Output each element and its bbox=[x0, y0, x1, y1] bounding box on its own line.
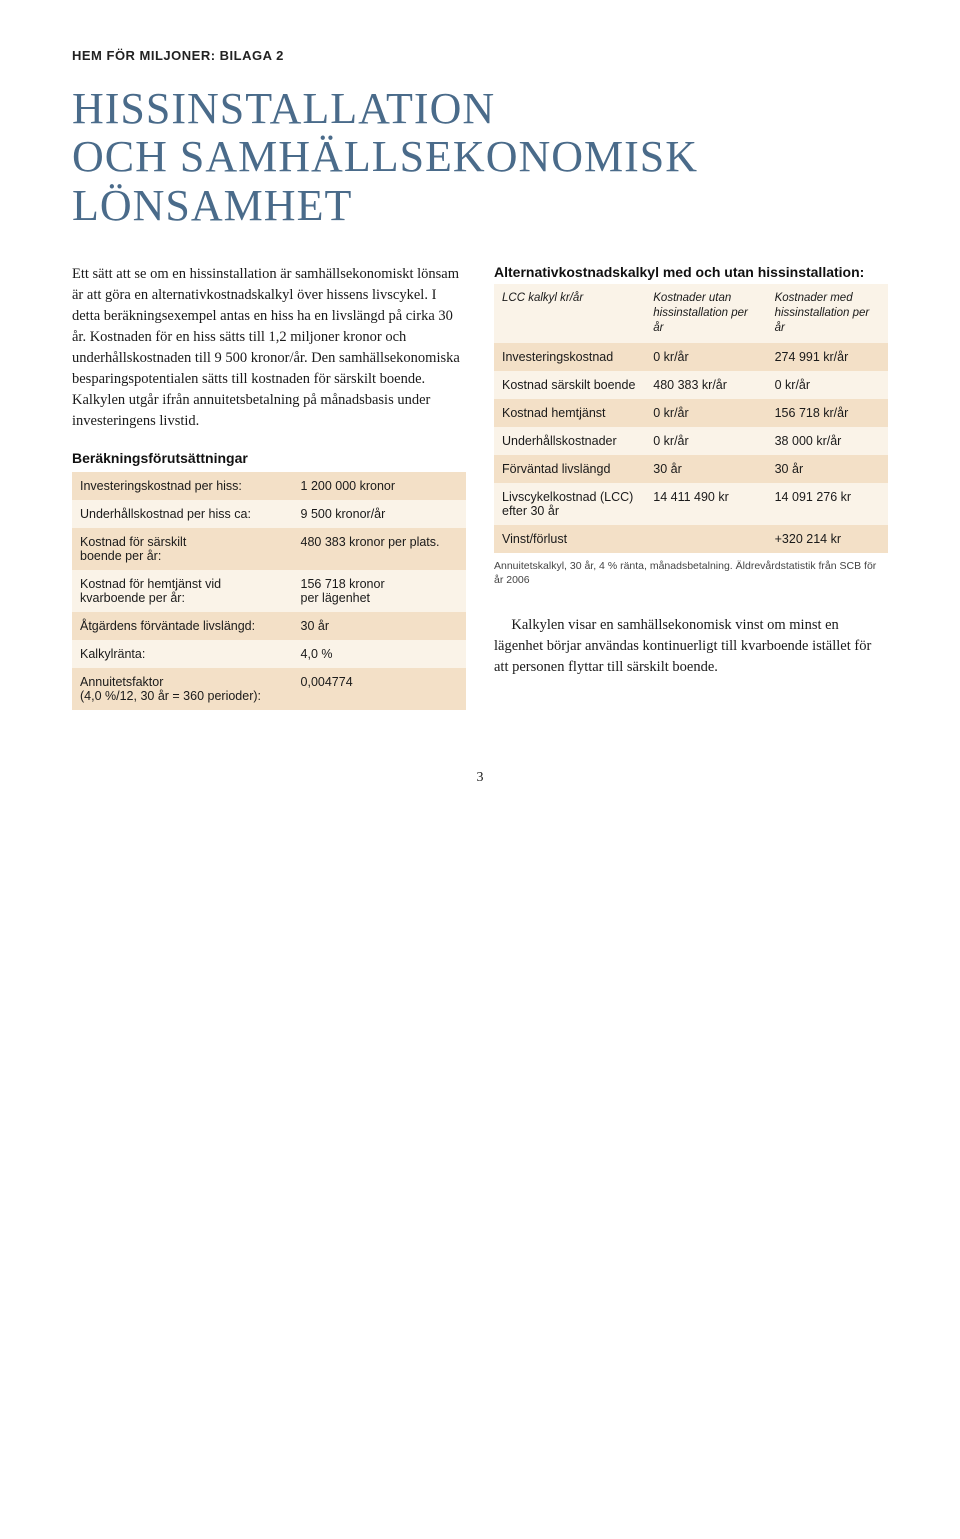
lcc-val-with: 14 091 276 kr bbox=[767, 483, 888, 525]
lcc-header-c3: Kostnader med hissinstallation per år bbox=[767, 284, 888, 343]
assumption-value: 156 718 kronorper lägenhet bbox=[293, 570, 466, 612]
table-row: Kostnad särskilt boende 480 383 kr/år 0 … bbox=[494, 371, 888, 399]
lcc-label: Förväntad livslängd bbox=[494, 455, 645, 483]
lcc-val-without: 480 383 kr/år bbox=[645, 371, 766, 399]
table-row: Investeringskostnad per hiss: 1 200 000 … bbox=[72, 472, 466, 500]
lcc-val-with: 274 991 kr/år bbox=[767, 343, 888, 371]
lcc-header-row: LCC kalkyl kr/år Kostnader utan hissinst… bbox=[494, 284, 888, 343]
table-row: Förväntad livslängd 30 år 30 år bbox=[494, 455, 888, 483]
closing-paragraph: Kalkylen visar en samhällsekonomisk vins… bbox=[494, 615, 888, 678]
lcc-val-without: 30 år bbox=[645, 455, 766, 483]
table-row: Kalkylränta: 4,0 % bbox=[72, 640, 466, 668]
lcc-result-empty bbox=[645, 525, 766, 553]
assumption-label: Annuitetsfaktor(4,0 %/12, 30 år = 360 pe… bbox=[72, 668, 293, 710]
table-row: Investeringskostnad 0 kr/år 274 991 kr/å… bbox=[494, 343, 888, 371]
lcc-label: Livscykelkostnad (LCC) efter 30 år bbox=[494, 483, 645, 525]
assumptions-title: Beräkningsförutsättningar bbox=[72, 450, 466, 466]
assumption-label: Investeringskostnad per hiss: bbox=[72, 472, 293, 500]
assumption-label: Kalkylränta: bbox=[72, 640, 293, 668]
lcc-val-without: 0 kr/år bbox=[645, 427, 766, 455]
document-header-label: HEM FÖR MILJONER: BILAGA 2 bbox=[72, 48, 888, 63]
assumptions-table-body: Investeringskostnad per hiss: 1 200 000 … bbox=[72, 472, 466, 710]
lcc-val-without: 14 411 490 kr bbox=[645, 483, 766, 525]
lcc-val-with: 30 år bbox=[767, 455, 888, 483]
assumption-label: Kostnad för särskiltboende per år: bbox=[72, 528, 293, 570]
assumptions-table: Beräkningsförutsättningar Investeringsko… bbox=[72, 450, 466, 710]
page-number: 3 bbox=[72, 770, 888, 786]
lcc-label: Investeringskostnad bbox=[494, 343, 645, 371]
lcc-result-value: +320 214 kr bbox=[767, 525, 888, 553]
left-column: Ett sätt att se om en hissinstallation ä… bbox=[72, 264, 466, 710]
title-line-1: HISSINSTALLATION bbox=[72, 84, 495, 133]
table-row: Kostnad för hemtjänst vidkvarboende per … bbox=[72, 570, 466, 612]
title-line-3: LÖNSAMHET bbox=[72, 181, 352, 230]
assumption-label: Åtgärdens förväntade livslängd: bbox=[72, 612, 293, 640]
lcc-val-without: 0 kr/år bbox=[645, 343, 766, 371]
table-row: Åtgärdens förväntade livslängd: 30 år bbox=[72, 612, 466, 640]
assumption-value: 4,0 % bbox=[293, 640, 466, 668]
lcc-val-with: 156 718 kr/år bbox=[767, 399, 888, 427]
intro-paragraph: Ett sätt att se om en hissinstallation ä… bbox=[72, 264, 466, 432]
assumption-value: 480 383 kronor per plats. bbox=[293, 528, 466, 570]
lcc-val-with: 38 000 kr/år bbox=[767, 427, 888, 455]
table-row: Annuitetsfaktor(4,0 %/12, 30 år = 360 pe… bbox=[72, 668, 466, 710]
assumption-value: 1 200 000 kronor bbox=[293, 472, 466, 500]
lcc-table: Alternativkostnadskalkyl med och utan hi… bbox=[494, 264, 888, 587]
table-row: Underhållskostnad per hiss ca: 9 500 kro… bbox=[72, 500, 466, 528]
assumption-label: Underhållskostnad per hiss ca: bbox=[72, 500, 293, 528]
content-columns: Ett sätt att se om en hissinstallation ä… bbox=[72, 264, 888, 710]
lcc-label: Kostnad hemtjänst bbox=[494, 399, 645, 427]
right-column: Alternativkostnadskalkyl med och utan hi… bbox=[494, 264, 888, 710]
assumption-value: 9 500 kronor/år bbox=[293, 500, 466, 528]
lcc-note: Annuitetskalkyl, 30 år, 4 % ränta, månad… bbox=[494, 559, 888, 587]
table-row: Livscykelkostnad (LCC) efter 30 år 14 41… bbox=[494, 483, 888, 525]
table-row: Kostnad hemtjänst 0 kr/år 156 718 kr/år bbox=[494, 399, 888, 427]
table-row: Underhållskostnader 0 kr/år 38 000 kr/år bbox=[494, 427, 888, 455]
page-title: HISSINSTALLATION OCH SAMHÄLLSEKONOMISK L… bbox=[72, 85, 888, 230]
assumption-value: 0,004774 bbox=[293, 668, 466, 710]
lcc-result-label: Vinst/förlust bbox=[494, 525, 645, 553]
title-line-2: OCH SAMHÄLLSEKONOMISK bbox=[72, 132, 698, 181]
lcc-val-with: 0 kr/år bbox=[767, 371, 888, 399]
lcc-val-without: 0 kr/år bbox=[645, 399, 766, 427]
lcc-label: Underhållskostnader bbox=[494, 427, 645, 455]
assumption-label: Kostnad för hemtjänst vidkvarboende per … bbox=[72, 570, 293, 612]
lcc-header-c1: LCC kalkyl kr/år bbox=[494, 284, 645, 343]
lcc-header-c2: Kostnader utan hissinstallation per år bbox=[645, 284, 766, 343]
lcc-label: Kostnad särskilt boende bbox=[494, 371, 645, 399]
assumption-value: 30 år bbox=[293, 612, 466, 640]
table-row: Kostnad för särskiltboende per år: 480 3… bbox=[72, 528, 466, 570]
lcc-result-row: Vinst/förlust +320 214 kr bbox=[494, 525, 888, 553]
lcc-title: Alternativkostnadskalkyl med och utan hi… bbox=[494, 264, 888, 280]
lcc-table-body: LCC kalkyl kr/år Kostnader utan hissinst… bbox=[494, 284, 888, 553]
